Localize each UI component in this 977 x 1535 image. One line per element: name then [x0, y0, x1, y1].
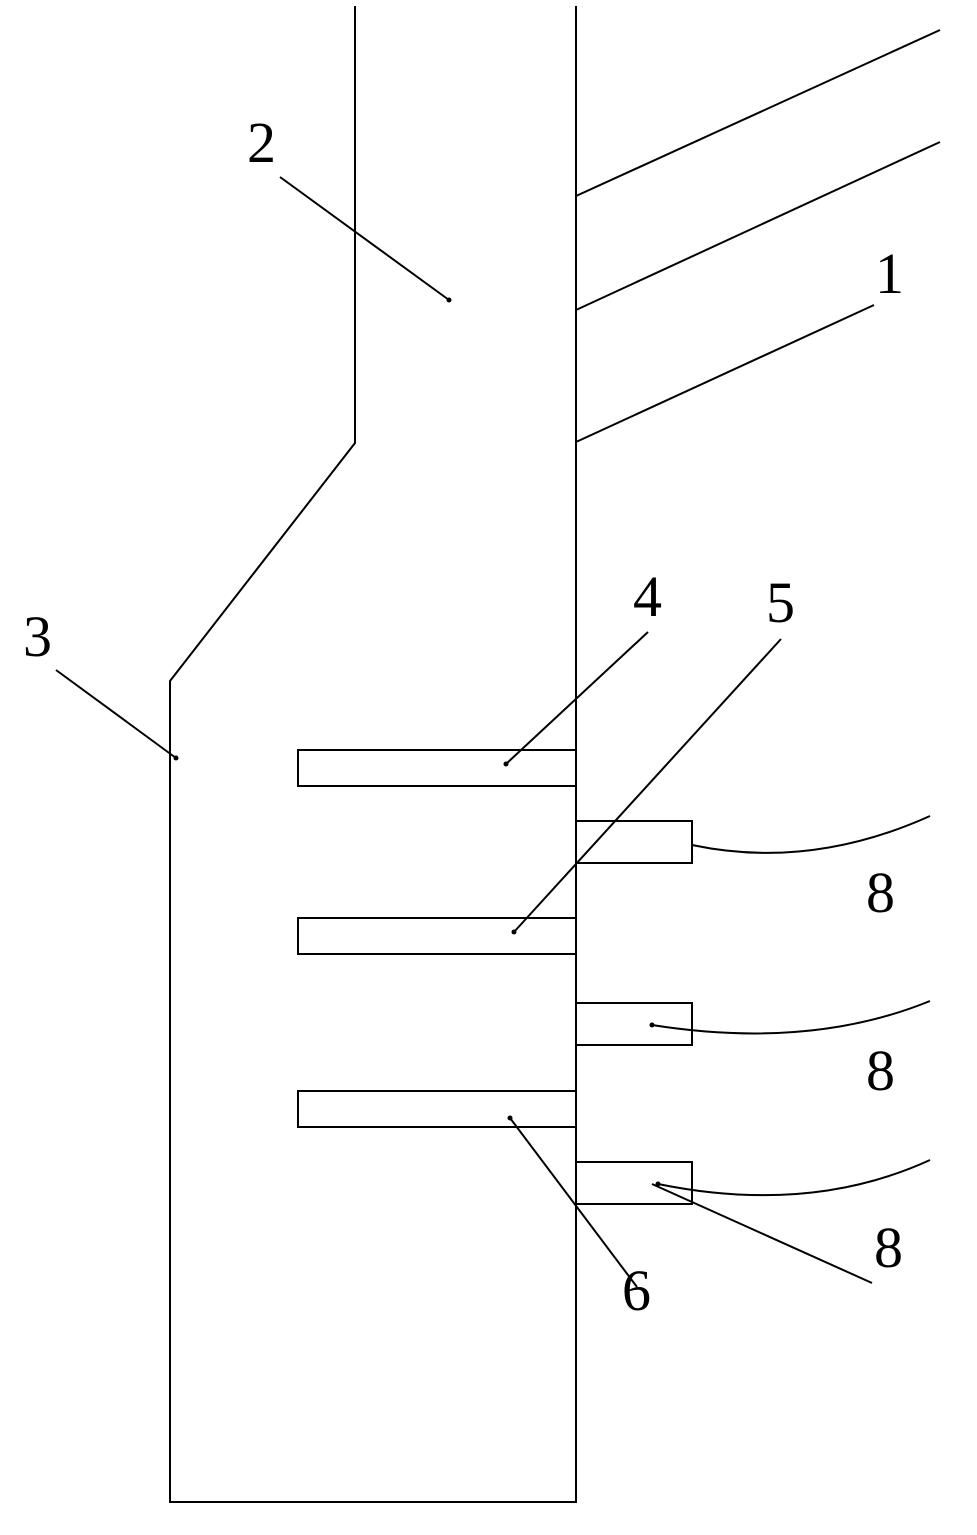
curved-leader-3 — [658, 1160, 930, 1195]
inner-bar-1 — [298, 750, 576, 786]
leader-L6 — [510, 1118, 637, 1287]
outer-tab-1 — [576, 821, 692, 863]
outer-tab-2 — [576, 1003, 692, 1045]
label-L3: 3 — [23, 604, 52, 669]
leader-L1 — [576, 305, 874, 442]
ref-dot-4 — [512, 930, 517, 935]
technical-diagram: 1 2 3 4 5 6 8 8 8 — [0, 0, 977, 1535]
body-outline — [170, 6, 576, 1502]
inner-bar-2 — [298, 918, 576, 954]
diagonal-line-upper — [576, 30, 940, 196]
label-L5: 5 — [766, 570, 795, 635]
label-L4: 4 — [633, 564, 662, 629]
ref-dot-1 — [447, 298, 452, 303]
ref-dot-3 — [504, 762, 509, 767]
ref-dot-2 — [174, 756, 179, 761]
curved-leader-2 — [652, 1001, 930, 1033]
leader-L2 — [280, 177, 449, 300]
ref-dot-7 — [656, 1182, 661, 1187]
label-L8a: 8 — [866, 860, 895, 925]
outer-tab-3 — [576, 1162, 692, 1204]
label-L2: 2 — [247, 110, 276, 175]
label-L8b: 8 — [866, 1038, 895, 1103]
label-L6: 6 — [622, 1258, 651, 1323]
label-L1: 1 — [875, 241, 904, 306]
ref-dot-6 — [650, 1023, 655, 1028]
curved-leader-1 — [692, 816, 930, 853]
inner-bar-3 — [298, 1091, 576, 1127]
label-L8c: 8 — [874, 1215, 903, 1280]
leader-L3 — [56, 670, 176, 758]
leader-8c-secondary — [652, 1184, 872, 1283]
ref-dot-5 — [508, 1116, 513, 1121]
